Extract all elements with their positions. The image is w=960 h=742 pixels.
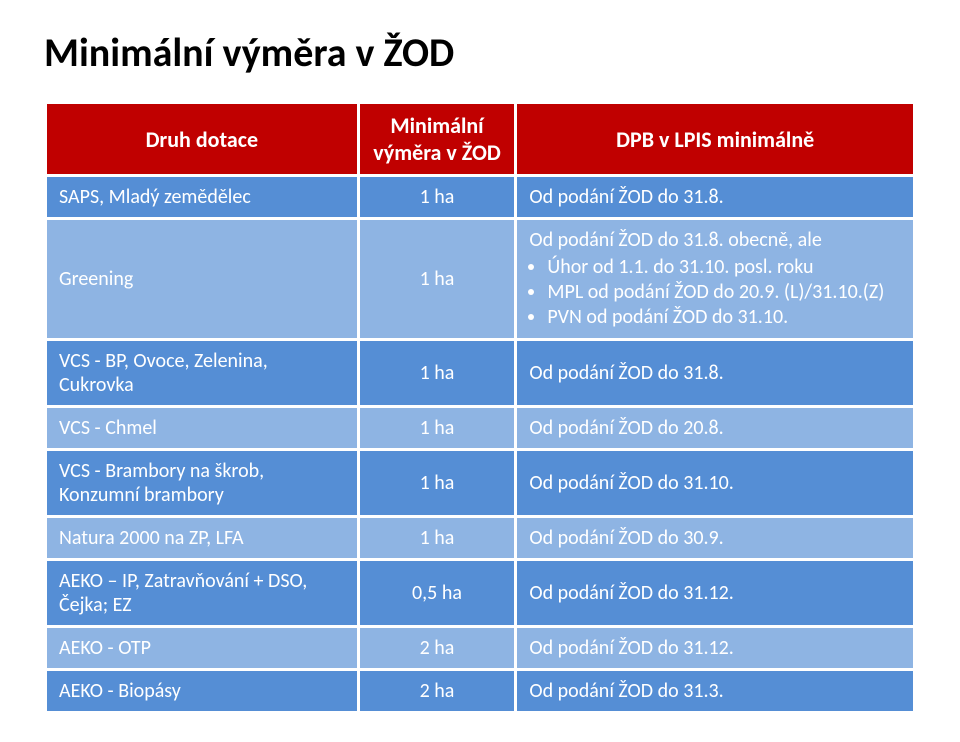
- table-row: VCS - Chmel1 haOd podání ŽOD do 20.8.: [47, 408, 913, 448]
- table-row: VCS - BP, Ovoce, Zelenina, Cukrovka1 haO…: [47, 341, 913, 405]
- cell-condition: Od podání ŽOD do 20.8.: [517, 408, 913, 448]
- table-header: Druh dotace: [47, 104, 357, 174]
- table-row: Greening1 haOd podání ŽOD do 31.8. obecn…: [47, 220, 913, 338]
- table-header: Minimální výměra v ŽOD: [360, 104, 515, 174]
- cell-area: 1 ha: [360, 341, 515, 405]
- cell-type: VCS - Brambory na škrob, Konzumní brambo…: [47, 451, 357, 515]
- cell-type: VCS - Chmel: [47, 408, 357, 448]
- cell-area: 1 ha: [360, 451, 515, 515]
- cell-condition: Od podání ŽOD do 30.9.: [517, 518, 913, 558]
- cell-area: 1 ha: [360, 408, 515, 448]
- table-row: AEKO - OTP2 haOd podání ŽOD do 31.12.: [47, 628, 913, 668]
- cell-condition: Od podání ŽOD do 31.8.: [517, 177, 913, 217]
- list-item: Úhor od 1.1. do 31.10. posl. roku: [547, 255, 901, 280]
- table-header: DPB v LPIS minimálně: [517, 104, 913, 174]
- table-row: SAPS, Mladý zemědělec1 haOd podání ŽOD d…: [47, 177, 913, 217]
- table-header-row: Druh dotace Minimální výměra v ŽOD DPB v…: [47, 104, 913, 174]
- cell-condition: Od podání ŽOD do 31.12.: [517, 561, 913, 625]
- cell-type: VCS - BP, Ovoce, Zelenina, Cukrovka: [47, 341, 357, 405]
- cell-type: AEKO - OTP: [47, 628, 357, 668]
- cell-condition: Od podání ŽOD do 31.3.: [517, 671, 913, 711]
- cell-type: Greening: [47, 220, 357, 338]
- cell-type: AEKO - Biopásy: [47, 671, 357, 711]
- cell-area: 1 ha: [360, 518, 515, 558]
- cell-condition-lead: Od podání ŽOD do 31.8. obecně, ale: [529, 228, 901, 253]
- table-row: VCS - Brambory na škrob, Konzumní brambo…: [47, 451, 913, 515]
- table-row: AEKO - Biopásy2 haOd podání ŽOD do 31.3.: [47, 671, 913, 711]
- page-title: Minimální výměra v ŽOD: [44, 28, 916, 77]
- data-table: Druh dotace Minimální výměra v ŽOD DPB v…: [44, 101, 916, 714]
- cell-type: AEKO – IP, Zatravňování + DSO, Čejka; EZ: [47, 561, 357, 625]
- cell-area: 2 ha: [360, 628, 515, 668]
- cell-area: 0,5 ha: [360, 561, 515, 625]
- cell-type: SAPS, Mladý zemědělec: [47, 177, 357, 217]
- list-item: MPL od podání ŽOD do 20.9. (L)/31.10.(Z): [547, 280, 901, 305]
- cell-type: Natura 2000 na ZP, LFA: [47, 518, 357, 558]
- slide: Minimální výměra v ŽOD Druh dotace Minim…: [0, 0, 960, 742]
- table-row: AEKO – IP, Zatravňování + DSO, Čejka; EZ…: [47, 561, 913, 625]
- cell-condition: Od podání ŽOD do 31.8.: [517, 341, 913, 405]
- cell-area: 1 ha: [360, 220, 515, 338]
- cell-area: 1 ha: [360, 177, 515, 217]
- cell-condition: Od podání ŽOD do 31.12.: [517, 628, 913, 668]
- cell-condition: Od podání ŽOD do 31.10.: [517, 451, 913, 515]
- cell-condition-list: Úhor od 1.1. do 31.10. posl. rokuMPL od …: [529, 255, 901, 330]
- cell-condition: Od podání ŽOD do 31.8. obecně, aleÚhor o…: [517, 220, 913, 338]
- list-item: PVN od podání ŽOD do 31.10.: [547, 305, 901, 330]
- table-row: Natura 2000 na ZP, LFA1 haOd podání ŽOD …: [47, 518, 913, 558]
- cell-area: 2 ha: [360, 671, 515, 711]
